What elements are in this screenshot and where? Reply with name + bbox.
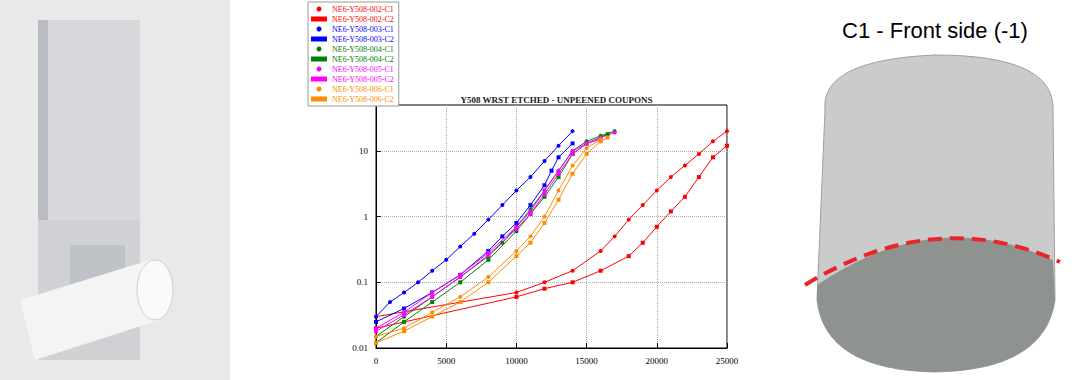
svg-text:1: 1 xyxy=(364,212,369,222)
svg-text:25000: 25000 xyxy=(716,356,739,366)
svg-text:C1 - Front side (-1): C1 - Front side (-1) xyxy=(842,18,1028,43)
svg-text:NE6-Y508-003-C2: NE6-Y508-003-C2 xyxy=(332,35,394,44)
svg-text:NE6-Y508-002-C2: NE6-Y508-002-C2 xyxy=(332,15,394,24)
svg-text:10: 10 xyxy=(359,146,369,156)
svg-text:0: 0 xyxy=(374,356,379,366)
svg-text:0.1: 0.1 xyxy=(357,277,368,287)
svg-text:NE6-Y508-006-C2: NE6-Y508-006-C2 xyxy=(332,95,394,104)
svg-text:5000: 5000 xyxy=(437,356,456,366)
svg-text:NE6-Y508-004-C1: NE6-Y508-004-C1 xyxy=(332,45,394,54)
svg-text:NE6-Y508-006-C1: NE6-Y508-006-C1 xyxy=(332,85,394,94)
svg-text:NE6-Y508-004-C2: NE6-Y508-004-C2 xyxy=(332,55,394,64)
svg-text:0.01: 0.01 xyxy=(352,343,368,353)
svg-text:20000: 20000 xyxy=(646,356,669,366)
svg-text:NE6-Y508-005-C1: NE6-Y508-005-C1 xyxy=(332,65,394,74)
svg-text:Y508 WRST ETCHED - UNPEENED CO: Y508 WRST ETCHED - UNPEENED COUPONS xyxy=(461,95,653,105)
svg-text:NE6-Y508-002-C1: NE6-Y508-002-C1 xyxy=(332,5,394,14)
svg-text:NE6-Y508-005-C2: NE6-Y508-005-C2 xyxy=(332,75,394,84)
svg-text:NE6-Y508-003-C1: NE6-Y508-003-C1 xyxy=(332,25,394,34)
svg-text:15000: 15000 xyxy=(575,356,598,366)
svg-text:10000: 10000 xyxy=(505,356,528,366)
